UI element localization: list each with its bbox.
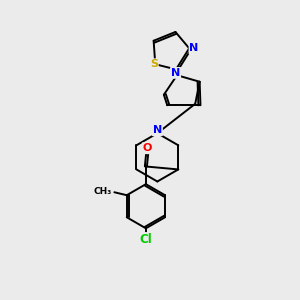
Text: O: O bbox=[143, 143, 152, 153]
Text: S: S bbox=[150, 59, 158, 69]
Text: CH₃: CH₃ bbox=[94, 187, 112, 196]
Text: Cl: Cl bbox=[140, 233, 152, 246]
Text: N: N bbox=[171, 68, 180, 78]
Text: N: N bbox=[153, 125, 162, 135]
Text: N: N bbox=[190, 44, 199, 53]
